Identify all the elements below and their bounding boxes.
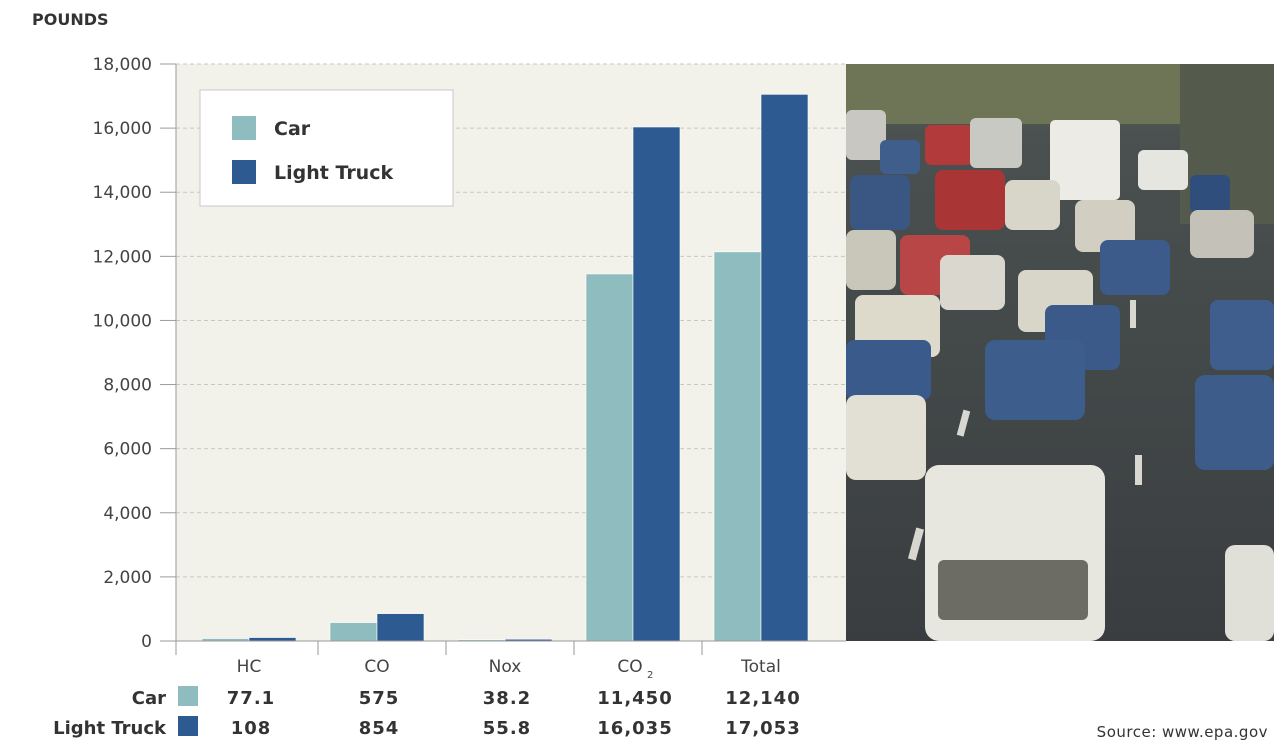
bar-light-truck bbox=[760, 94, 809, 642]
data-label: 11,450 bbox=[597, 688, 672, 709]
y-tick-label: 16,000 bbox=[93, 119, 152, 139]
legend-swatch bbox=[232, 160, 256, 184]
y-tick-label: 2,000 bbox=[103, 568, 152, 588]
table-row-label: Car bbox=[132, 688, 166, 709]
legend-box bbox=[199, 89, 454, 207]
table-row-label: Light Truck bbox=[53, 718, 167, 739]
bar-car bbox=[713, 251, 762, 642]
bar-car bbox=[585, 273, 634, 642]
table-swatch bbox=[178, 716, 198, 736]
data-label: 17,053 bbox=[725, 718, 800, 739]
data-label: 16,035 bbox=[597, 718, 672, 739]
traffic-photo bbox=[846, 64, 1274, 641]
x-tick-label: HC bbox=[237, 657, 262, 677]
bar-light-truck bbox=[376, 613, 425, 642]
y-axis-title: POUNDS bbox=[32, 10, 109, 29]
y-tick-label: 14,000 bbox=[93, 183, 152, 203]
data-label: 77.1 bbox=[227, 688, 275, 709]
x-tick-label: Total bbox=[740, 657, 781, 677]
data-label: 854 bbox=[359, 718, 400, 739]
x-tick-label-subscript: 2 bbox=[647, 670, 653, 681]
y-tick-label: 8,000 bbox=[103, 376, 152, 396]
source-note: Source: www.epa.gov bbox=[1097, 723, 1268, 741]
legend-label: Light Truck bbox=[274, 162, 393, 184]
table-swatch bbox=[178, 686, 198, 706]
legend-swatch bbox=[232, 116, 256, 140]
data-label: 38.2 bbox=[483, 688, 531, 709]
x-tick-label: CO bbox=[617, 657, 642, 677]
y-tick-label: 18,000 bbox=[93, 55, 152, 75]
y-tick-label: 4,000 bbox=[103, 504, 152, 524]
data-label: 575 bbox=[359, 688, 400, 709]
x-tick-label: CO bbox=[364, 657, 389, 677]
bar-light-truck bbox=[248, 637, 297, 642]
data-label: 108 bbox=[231, 718, 272, 739]
y-tick-label: 0 bbox=[141, 632, 152, 652]
data-label: 55.8 bbox=[483, 718, 531, 739]
y-tick-label: 6,000 bbox=[103, 440, 152, 460]
y-tick-label: 10,000 bbox=[93, 311, 152, 331]
y-tick-label: 12,000 bbox=[93, 247, 152, 267]
legend-label: Car bbox=[274, 118, 311, 140]
data-label: 12,140 bbox=[725, 688, 800, 709]
bar-car bbox=[329, 622, 378, 642]
bar-light-truck bbox=[632, 126, 681, 642]
x-tick-label: Nox bbox=[489, 657, 522, 677]
